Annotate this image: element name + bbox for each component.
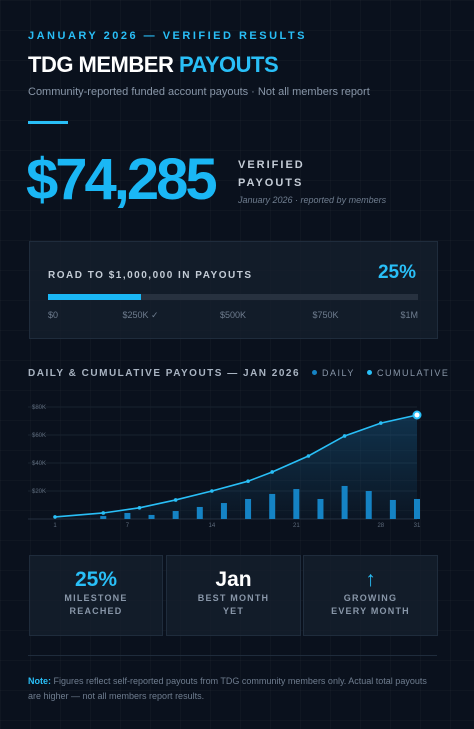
subtitle: Community-reported funded account payout… [28,86,370,98]
stat-value: Jan [215,568,252,591]
legend-entry: DAILY [312,368,355,378]
note-label: Note: [28,676,51,686]
stat-label: GROWING [343,593,398,603]
progress-tick: $1M [400,310,418,320]
stat-value: ↑ [365,568,376,591]
point [379,421,383,425]
bar [100,516,107,519]
hero-amount: $74,285 [26,147,218,212]
stat-value: 25% [74,568,118,591]
point [270,470,275,474]
bar [341,485,348,519]
legend-entry: CUMULATIVE [367,368,449,378]
bar [317,498,324,519]
bar [196,506,203,519]
note-text: Figures reflect self-reported payouts fr… [28,676,427,701]
bar [389,499,396,519]
stat-card: Jan BEST MONTH YET [166,555,301,636]
stat-label: REACHED [69,606,123,616]
title: TDG MEMBER PAYOUTS [28,52,279,78]
legend-swatch [367,370,372,375]
y-tick-label: $80K [32,405,46,411]
progress-title: ROAD TO $1,000,000 IN PAYOUTS [48,270,253,281]
progress-card [29,241,438,339]
progress-tick: $0 [48,310,59,320]
x-tick-label: 1 [53,523,57,529]
stat-card: 25% MILESTONE REACHED [29,555,163,636]
title-main: TDG MEMBER [28,52,174,77]
stat-card: ↑ GROWING EVERY MONTH [303,555,438,636]
point [53,515,57,519]
hero-label: VERIFIED [238,159,305,171]
point [173,498,178,502]
kicker: JANUARY 2026 — VERIFIED RESULTS [28,30,308,42]
bar [269,493,276,519]
y-tick-label: $20K [32,489,46,495]
y-tick-label: $40K [32,461,46,467]
stat-label: MILESTONE [64,593,128,603]
title-accent: PAYOUTS [178,52,279,77]
y-tick-label: $60K [32,433,46,439]
progress-tick: $500K [219,310,247,320]
x-tick-label: 28 [377,523,384,529]
x-tick-label: 31 [414,523,421,529]
progress-tick: $750K [312,310,339,320]
point [210,489,214,493]
progress-track [48,294,418,300]
bar [414,498,420,519]
bar [148,514,155,519]
point [101,511,106,515]
point [412,410,422,420]
x-tick-label: 7 [126,523,130,529]
divider [28,121,68,124]
stat-label: YET [222,606,245,616]
point [342,434,347,438]
hero-note: January 2026 · reported by members [238,195,387,205]
point [137,506,142,510]
progress-value: 25% [377,262,416,283]
chart-title: DAILY & CUMULATIVE PAYOUTS — JAN 2026 [28,368,301,379]
divider [28,655,437,656]
chart: $20K $40K $60K $80K 1 7 14 21 28 31 [28,405,422,529]
stat-label: BEST MONTH [197,593,270,603]
point [306,454,311,458]
footer-note: Note: Figures reflect self-reported payo… [28,674,438,704]
point [246,479,250,483]
bar [220,503,227,519]
progress-tick: $250K ✓ [122,310,159,320]
legend-swatch [312,370,317,375]
bar [124,512,131,519]
x-tick-label: 21 [293,523,300,529]
bar [293,489,300,519]
legend-label: DAILY [322,368,355,378]
bar [172,511,179,519]
stat-label: EVERY MONTH [331,606,410,616]
bar [365,491,372,519]
area [55,415,417,519]
legend-label: CUMULATIVE [377,368,450,378]
progress-fill [48,294,141,300]
bar [245,498,252,519]
hero-label: PAYOUTS [238,177,304,189]
x-tick-label: 14 [209,523,216,529]
